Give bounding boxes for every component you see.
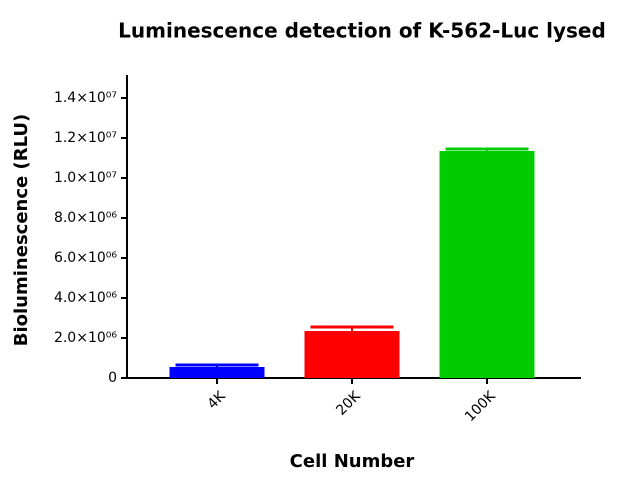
y-tick-label: 0 [108,370,117,386]
y-tick-label: 1.4×10⁰⁷ [54,90,117,106]
y-tick-label: 2.0×10⁰⁶ [54,330,117,346]
x-axis-title: Cell Number [290,451,415,472]
y-tick-label: 8.0×10⁰⁶ [54,210,117,226]
bar [169,367,265,378]
x-tick-label: 20K [333,388,364,419]
y-axis-title: Bioluminescence (RLU) [11,114,32,347]
y-tick-label: 1.2×10⁰⁷ [54,130,117,146]
chart-title: Luminescence detection of K-562-Luc lyse… [118,19,606,43]
bar [304,331,400,378]
bar [439,151,535,378]
y-tick-label: 1.0×10⁰⁷ [54,170,117,186]
x-tick-label: 4K [205,388,230,413]
x-tick-label: 100K [462,388,499,425]
y-tick-label: 4.0×10⁰⁶ [54,290,117,306]
y-tick-label: 6.0×10⁰⁶ [54,250,117,266]
